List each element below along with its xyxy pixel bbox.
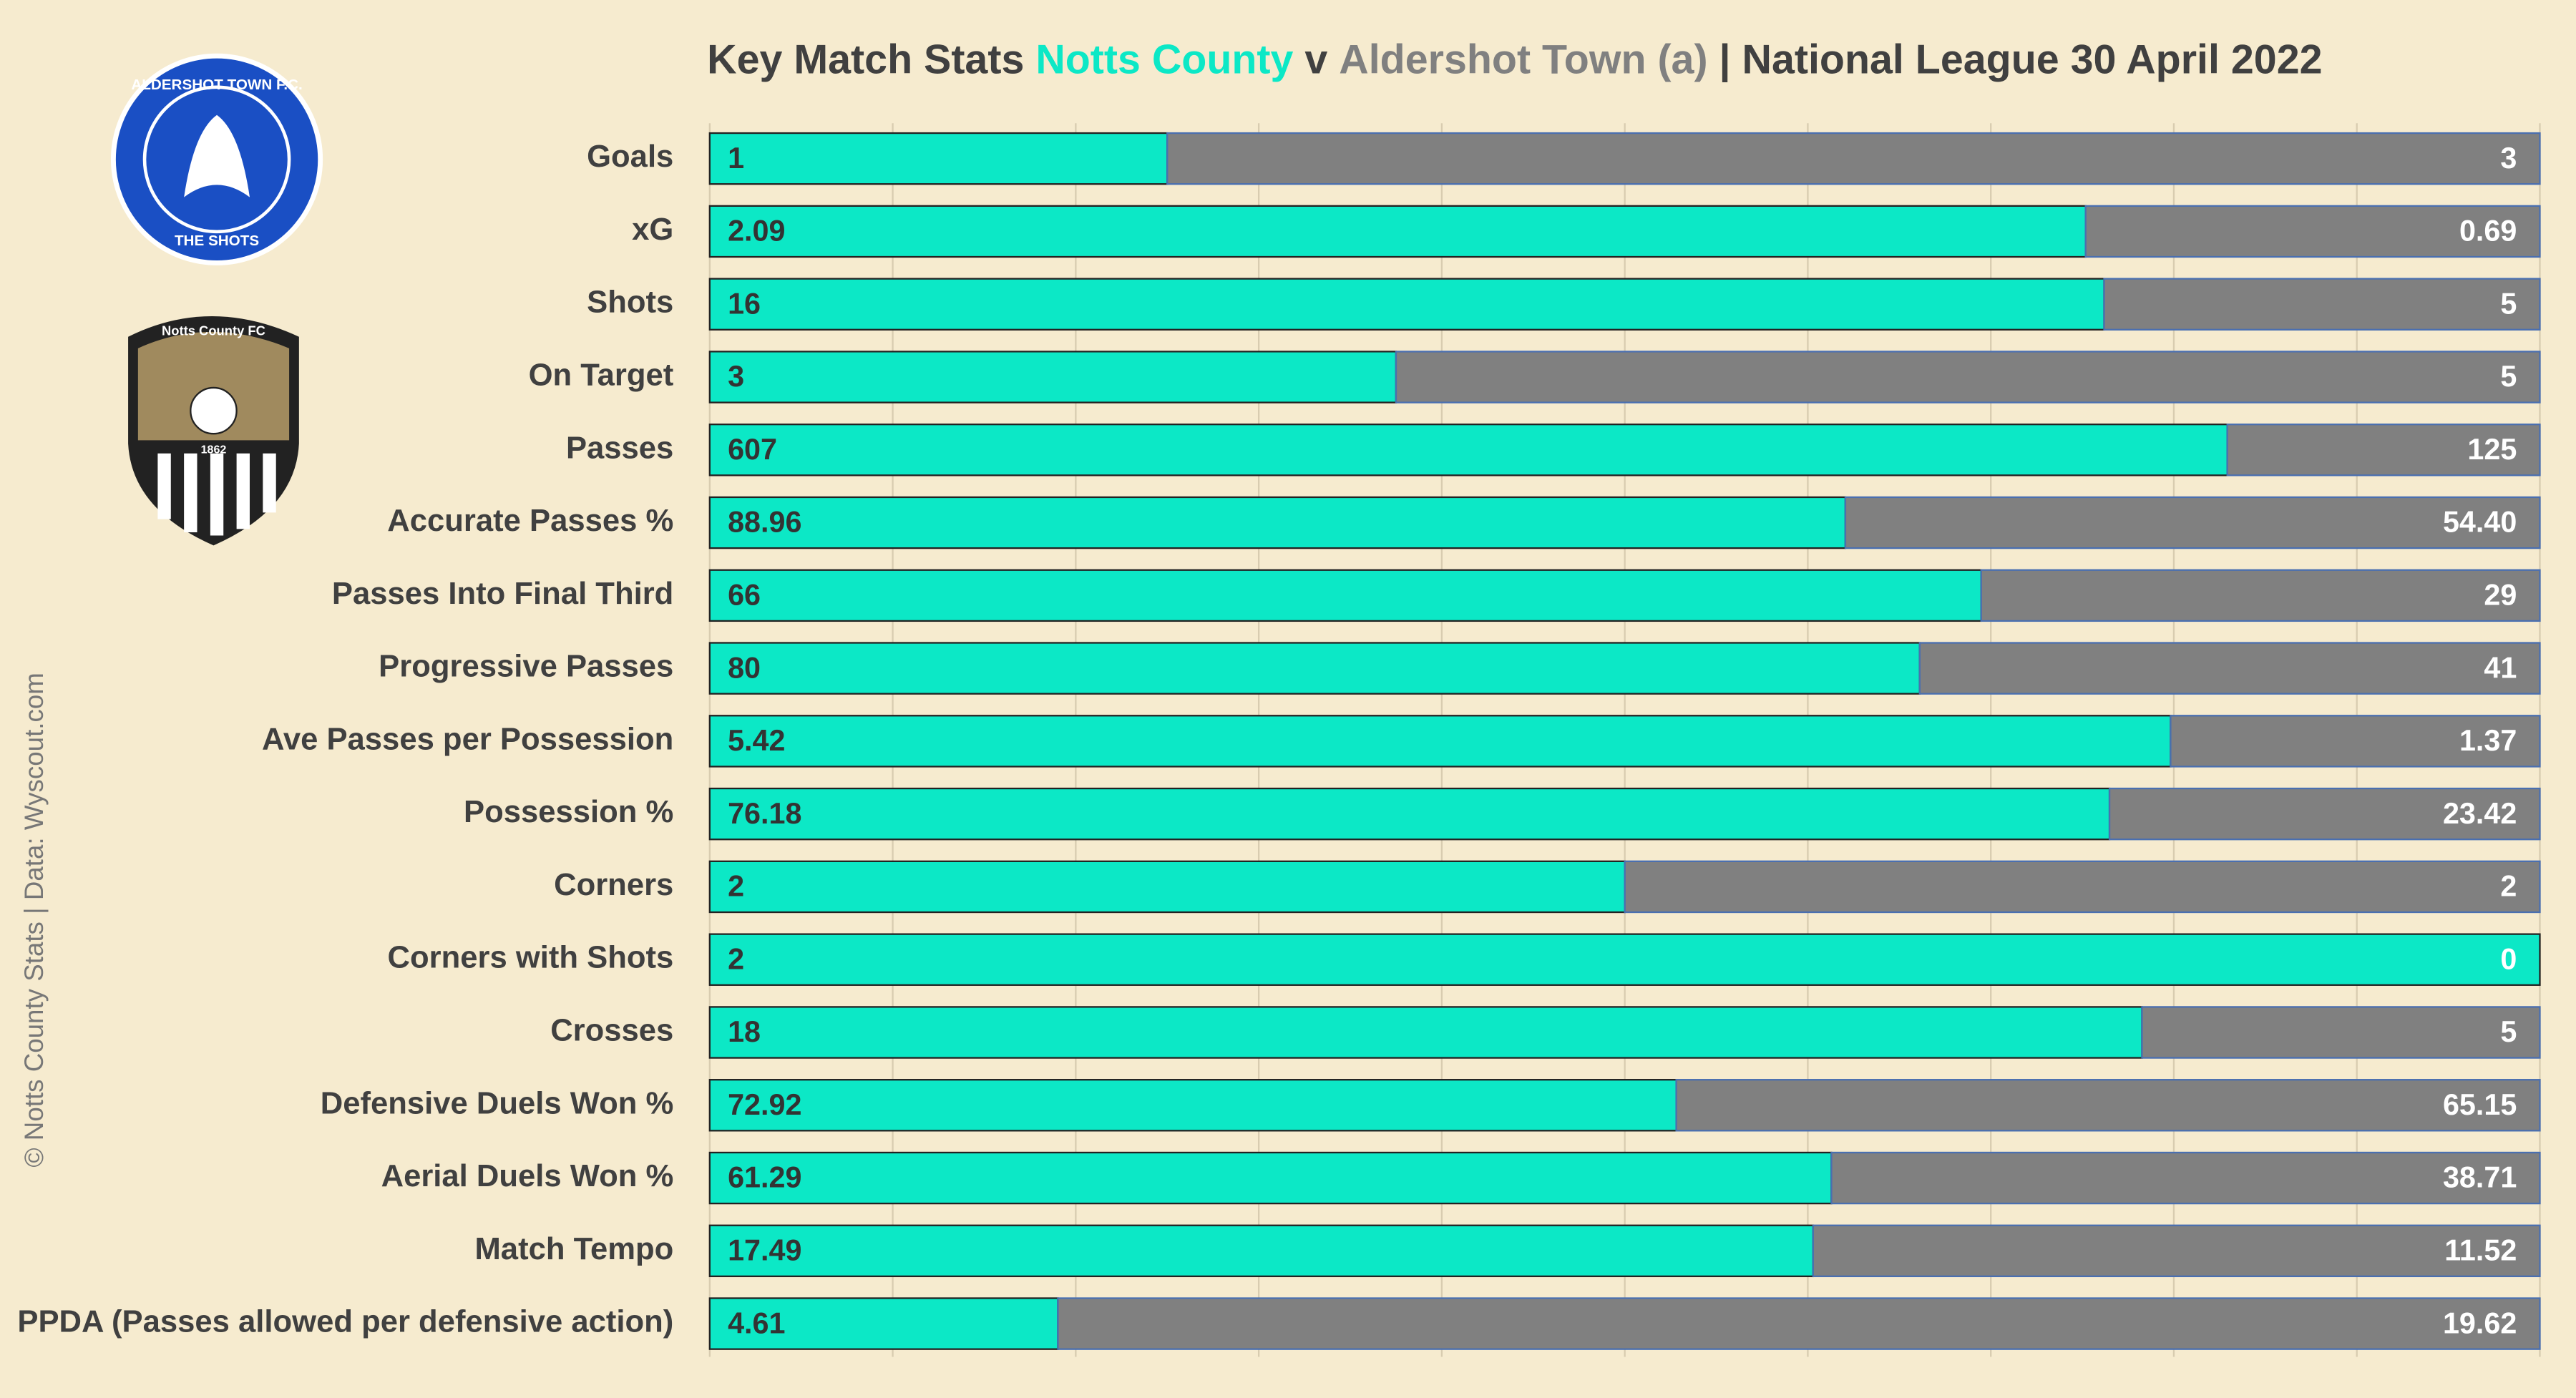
bar: [1844, 496, 2541, 549]
value-label: 5: [2500, 287, 2517, 320]
bar: [708, 715, 2172, 768]
category-label: Ave Passes per Possession: [262, 722, 673, 756]
bar: [2170, 715, 2541, 768]
category-label: Possession %: [464, 795, 673, 829]
bar: [708, 278, 2105, 331]
bar: [1918, 642, 2541, 695]
value-label: 18: [728, 1015, 761, 1048]
bar: [1166, 132, 2541, 185]
category-label: Goals: [587, 140, 673, 174]
bar: [2084, 205, 2541, 258]
value-label: 66: [728, 579, 761, 612]
value-label: 17.49: [728, 1234, 801, 1267]
bar: [708, 1079, 1677, 1132]
bar: [708, 205, 2087, 258]
value-label: 2.09: [728, 215, 785, 248]
value-label: 3: [728, 360, 744, 393]
value-label: 19.62: [2443, 1306, 2517, 1339]
category-label: Corners with Shots: [388, 941, 674, 975]
category-label: Aerial Duels Won %: [381, 1159, 674, 1193]
title-part: v: [1304, 36, 1327, 82]
bar: [2141, 1006, 2541, 1059]
value-label: 29: [2484, 579, 2517, 612]
value-label: 80: [728, 651, 761, 684]
value-label: 607: [728, 433, 777, 466]
title-part: Key Match Stats: [707, 36, 1024, 82]
bar: [1624, 860, 2541, 914]
category-label: Corners: [554, 868, 673, 902]
category-label: Passes Into Final Third: [332, 577, 673, 611]
bar: [708, 132, 1169, 185]
value-label: 5: [2500, 360, 2517, 393]
value-label: 0.69: [2459, 215, 2517, 248]
category-label: xG: [632, 212, 673, 247]
bar: [708, 642, 1921, 695]
bar: [2226, 424, 2541, 476]
legend-aldershot: Aldershot Town (a): [1339, 36, 1707, 82]
value-label: 5.42: [728, 724, 785, 757]
bar: [708, 933, 2541, 986]
category-label: Match Tempo: [474, 1232, 673, 1266]
bar: [1057, 1297, 2541, 1350]
chart-title: Key Match Stats Notts County v Aldershot…: [707, 36, 2322, 82]
value-label: 4.61: [728, 1306, 785, 1339]
credit: © Notts County Stats | Data: Wyscout.com: [19, 673, 49, 1167]
value-label: 38.71: [2443, 1161, 2517, 1194]
value-label: 76.18: [728, 797, 801, 830]
value-label: 23.42: [2443, 797, 2517, 830]
bar: [708, 496, 1847, 549]
value-label: 2: [728, 870, 744, 903]
notts-logo: Notts County FC 1862: [128, 316, 299, 546]
logo-text: 1862: [201, 443, 227, 456]
value-label: 41: [2484, 651, 2517, 684]
bar: [1675, 1079, 2541, 1132]
category-label: Progressive Passes: [379, 650, 673, 684]
bar: [2103, 278, 2541, 331]
value-label: 2: [728, 942, 744, 975]
bar: [708, 424, 2228, 476]
bar: [1980, 569, 2541, 622]
bar: [708, 787, 2111, 841]
category-label: PPDA (Passes allowed per defensive actio…: [17, 1305, 673, 1339]
value-label: 16: [728, 287, 761, 320]
value-label: 65.15: [2443, 1088, 2517, 1121]
category-label: Passes: [566, 431, 673, 465]
aldershot-logo: ALDERSHOT TOWN F.C. THE SHOTS: [110, 53, 323, 265]
logo-text: Notts County FC: [162, 323, 265, 338]
category-label: Accurate Passes %: [387, 504, 673, 538]
bar: [1395, 351, 2541, 404]
category-label: Shots: [587, 285, 673, 320]
value-label: 3: [2500, 142, 2517, 175]
bar: [708, 1224, 1814, 1278]
bar: [708, 1151, 1833, 1205]
value-label: 125: [2467, 433, 2517, 466]
value-label: 1: [728, 142, 744, 175]
value-label: 88.96: [728, 506, 801, 539]
bar: [1812, 1224, 2541, 1278]
logo-text: ALDERSHOT TOWN F.C.: [131, 77, 302, 93]
value-label: 1.37: [2459, 724, 2517, 757]
bar: [2108, 787, 2541, 841]
category-label: Crosses: [550, 1013, 673, 1047]
bar: [708, 1006, 2143, 1059]
category-label: On Target: [529, 358, 674, 392]
category-label: Defensive Duels Won %: [321, 1086, 674, 1120]
value-label: 2: [2500, 870, 2517, 903]
value-label: 61.29: [728, 1161, 801, 1194]
value-label: 11.52: [2444, 1234, 2517, 1267]
title-part: | National League 30 April 2022: [1719, 36, 2323, 82]
value-label: 0: [2500, 942, 2517, 975]
value-label: 72.92: [728, 1088, 801, 1121]
bar: [708, 569, 1982, 622]
bar: [708, 860, 1626, 914]
bar: [708, 351, 1397, 404]
logo-text: THE SHOTS: [175, 233, 259, 249]
bar: [1830, 1151, 2541, 1205]
value-label: 5: [2500, 1015, 2517, 1048]
legend-notts: Notts County: [1035, 36, 1293, 82]
value-label: 54.40: [2443, 506, 2517, 539]
